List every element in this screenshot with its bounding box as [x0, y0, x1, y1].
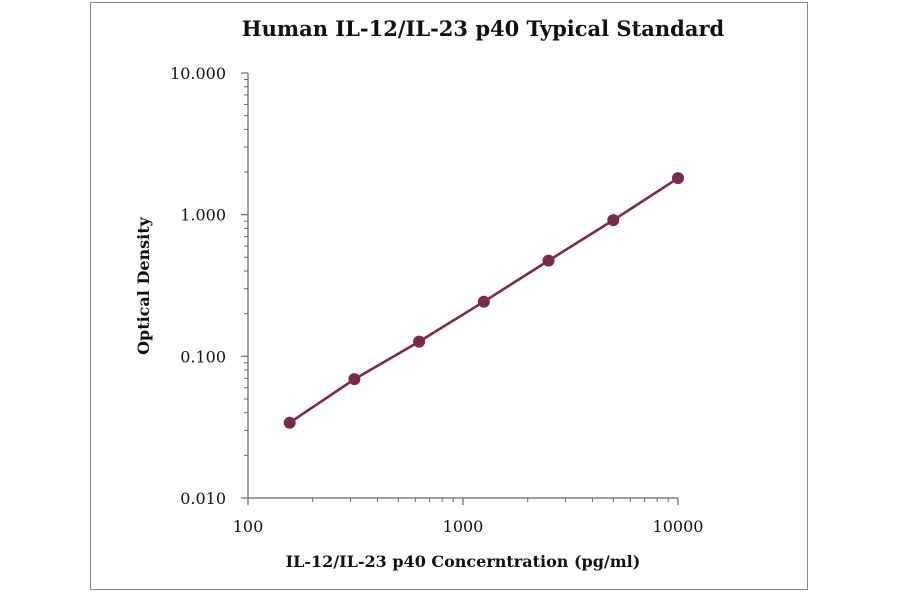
y-tick-label: 0.100	[180, 347, 226, 366]
data-point	[607, 214, 620, 227]
data-point	[283, 416, 296, 429]
chart-frame	[90, 2, 808, 590]
data-point	[413, 335, 426, 348]
y-tick-label: 1.000	[180, 206, 226, 225]
x-tick-label: 10000	[653, 517, 704, 536]
data-point	[477, 295, 490, 308]
y-tick-label: 0.010	[180, 489, 226, 508]
ticks: 10.000 1.000 0.100 0.010 100 1000 10000	[170, 64, 703, 536]
chart-title: Human IL-12/IL-23 p40 Typical Standard	[242, 16, 725, 41]
data-point	[672, 172, 684, 185]
x-tick-label: 100	[233, 517, 264, 536]
y-tick-label: 10.000	[170, 64, 226, 83]
x-tick-label: 1000	[443, 517, 484, 536]
data-point	[348, 373, 361, 386]
y-axis-label: Optical Density	[134, 216, 153, 355]
data-point	[542, 254, 555, 267]
series-layer	[283, 172, 684, 429]
x-axis-label: IL-12/IL-23 p40 Concerntration (pg/ml)	[286, 552, 641, 571]
axes	[247, 73, 678, 499]
